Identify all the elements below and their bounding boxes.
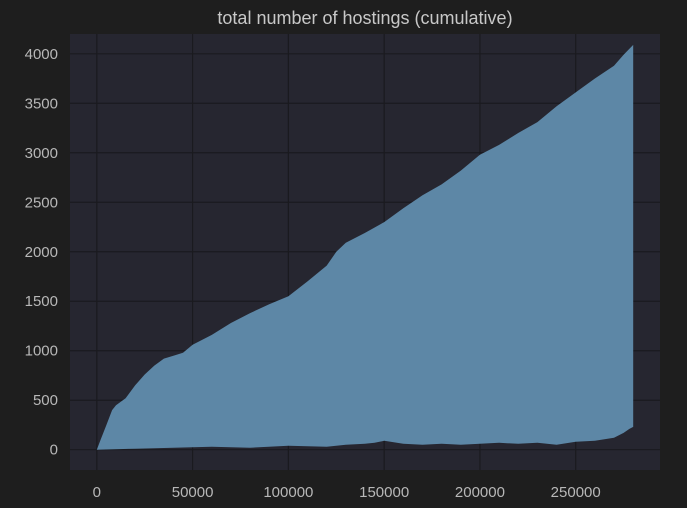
y-tick-label: 1000 bbox=[25, 343, 58, 360]
series-area bbox=[96, 44, 634, 450]
y-tick-label: 0 bbox=[50, 442, 58, 459]
y-tick-label: 2500 bbox=[25, 194, 58, 211]
y-tick-label: 2000 bbox=[25, 244, 58, 261]
y-axis-ticks: 0 500 1000 1500 2000 2500 3000 3500 4000 bbox=[25, 46, 58, 459]
x-tick-label: 150000 bbox=[359, 484, 409, 501]
y-tick-label: 3000 bbox=[25, 145, 58, 162]
x-tick-label: 100000 bbox=[263, 484, 313, 501]
chart-title: total number of hostings (cumulative) bbox=[217, 8, 512, 28]
x-tick-label: 0 bbox=[93, 484, 101, 501]
x-tick-label: 200000 bbox=[455, 484, 505, 501]
y-tick-label: 500 bbox=[33, 392, 58, 409]
y-tick-label: 4000 bbox=[25, 46, 58, 63]
x-tick-label: 50000 bbox=[172, 484, 214, 501]
y-tick-label: 1500 bbox=[25, 293, 58, 310]
x-axis-ticks: 0 50000 100000 150000 200000 250000 bbox=[93, 484, 601, 501]
y-tick-label: 3500 bbox=[25, 95, 58, 112]
x-tick-label: 250000 bbox=[551, 484, 601, 501]
